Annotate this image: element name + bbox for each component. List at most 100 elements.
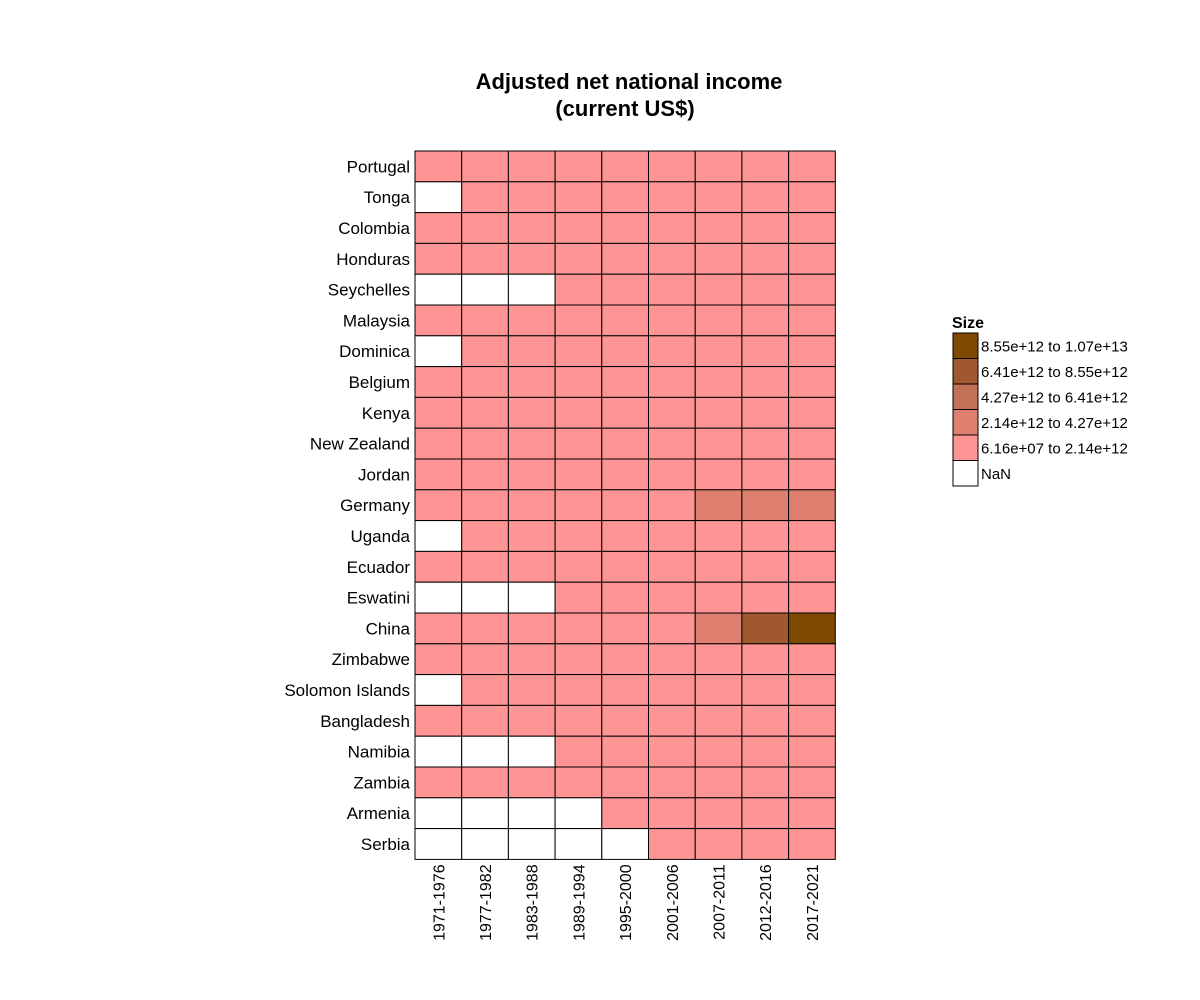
heatmap-cell <box>601 242 649 275</box>
heatmap-cell <box>741 612 790 645</box>
heatmap-cell <box>788 150 836 183</box>
legend-label: 8.55e+12 to 1.07e+13 <box>981 338 1128 355</box>
heatmap-cell <box>648 150 696 183</box>
heatmap-cell <box>648 335 696 368</box>
heatmap-cells <box>414 150 836 860</box>
heatmap-cell <box>414 550 463 583</box>
heatmap-cell <box>648 550 696 583</box>
row-label: Kenya <box>362 404 411 423</box>
heatmap-cell <box>741 273 790 306</box>
legend-label: NaN <box>981 466 1011 483</box>
heatmap-cell <box>694 766 743 799</box>
heatmap-cell <box>741 735 790 768</box>
heatmap-cell <box>461 612 509 645</box>
column-label: 1995-2000 <box>618 864 635 941</box>
row-label: Malaysia <box>343 311 411 330</box>
heatmap-cell <box>741 396 790 429</box>
heatmap-cell <box>601 766 649 799</box>
heatmap-cell <box>507 612 556 645</box>
heatmap-cell <box>601 581 649 614</box>
column-label: 2012-2016 <box>758 864 775 941</box>
row-label: Namibia <box>348 743 411 762</box>
heatmap-cell <box>694 797 743 830</box>
row-label: Belgium <box>349 373 410 392</box>
heatmap-cell <box>554 581 603 614</box>
heatmap-cell <box>648 304 696 337</box>
heatmap-cell <box>554 458 603 491</box>
heatmap-cell <box>741 458 790 491</box>
row-label: Ecuador <box>347 558 411 577</box>
heatmap-cell <box>694 273 743 306</box>
heatmap-cell <box>461 242 509 275</box>
row-label: Bangladesh <box>320 712 410 731</box>
heatmap-cell <box>788 643 836 676</box>
heatmap-cell <box>507 427 556 460</box>
heatmap-cell <box>788 612 836 645</box>
heatmap-cell <box>554 674 603 706</box>
row-label: Tonga <box>364 188 411 207</box>
heatmap-cell <box>788 427 836 460</box>
legend-label: 4.27e+12 to 6.41e+12 <box>981 389 1128 406</box>
row-label: Colombia <box>338 219 410 238</box>
heatmap-cell <box>507 766 556 799</box>
heatmap-cell <box>601 427 649 460</box>
heatmap-cell <box>788 304 836 337</box>
heatmap-cell <box>507 550 556 583</box>
heatmap-cell <box>414 181 463 214</box>
heatmap-cell <box>554 643 603 676</box>
heatmap-cell <box>507 828 556 860</box>
heatmap-cell <box>694 704 743 737</box>
heatmap-cell <box>648 427 696 460</box>
heatmap-cell <box>741 766 790 799</box>
heatmap-cell <box>788 674 836 706</box>
heatmap-cell <box>741 581 790 614</box>
heatmap-cell <box>554 704 603 737</box>
heatmap-cell <box>554 150 603 183</box>
heatmap-cell <box>741 520 790 552</box>
heatmap-cell <box>414 828 463 860</box>
heatmap-cell <box>741 674 790 706</box>
heatmap-cell <box>741 366 790 398</box>
heatmap-cell <box>414 304 463 337</box>
heatmap-cell <box>694 335 743 368</box>
heatmap-cell <box>414 427 463 460</box>
heatmap-cell <box>788 273 836 306</box>
row-label: Seychelles <box>328 281 410 300</box>
heatmap-cell <box>461 150 509 183</box>
heatmap-cell <box>648 181 696 214</box>
heatmap-cell <box>461 396 509 429</box>
legend: Size 8.55e+12 to 1.07e+13 6.41e+12 to 8.5… <box>952 315 1128 487</box>
heatmap-cell <box>507 181 556 214</box>
row-label: Eswatini <box>347 589 410 608</box>
heatmap-cell <box>554 797 603 830</box>
heatmap-cell <box>741 828 790 860</box>
heatmap-cell <box>507 704 556 737</box>
heatmap-cell <box>741 704 790 737</box>
chart-title-line-1: Adjusted net national income <box>476 69 783 94</box>
heatmap-cell <box>648 242 696 275</box>
heatmap-cell <box>601 150 649 183</box>
row-label: Portugal <box>347 157 410 176</box>
heatmap-cell <box>554 828 603 860</box>
heatmap-cell <box>694 643 743 676</box>
heatmap-cell <box>507 212 556 244</box>
heatmap-cell <box>694 735 743 768</box>
heatmap-cell <box>414 489 463 522</box>
heatmap-cell <box>507 242 556 275</box>
heatmap-cell <box>601 643 649 676</box>
heatmap-cell <box>741 550 790 583</box>
heatmap-cell <box>554 335 603 368</box>
heatmap-cell <box>788 766 836 799</box>
heatmap-cell <box>414 242 463 275</box>
heatmap-cell <box>648 366 696 398</box>
heatmap-cell <box>788 797 836 830</box>
heatmap-cell <box>648 458 696 491</box>
heatmap-cell <box>788 550 836 583</box>
heatmap-cell <box>554 735 603 768</box>
heatmap-cell <box>741 212 790 244</box>
row-label: Honduras <box>336 250 410 269</box>
heatmap-cell <box>601 304 649 337</box>
heatmap-cell <box>601 550 649 583</box>
row-label: Armenia <box>347 804 411 823</box>
heatmap-cell <box>554 520 603 552</box>
